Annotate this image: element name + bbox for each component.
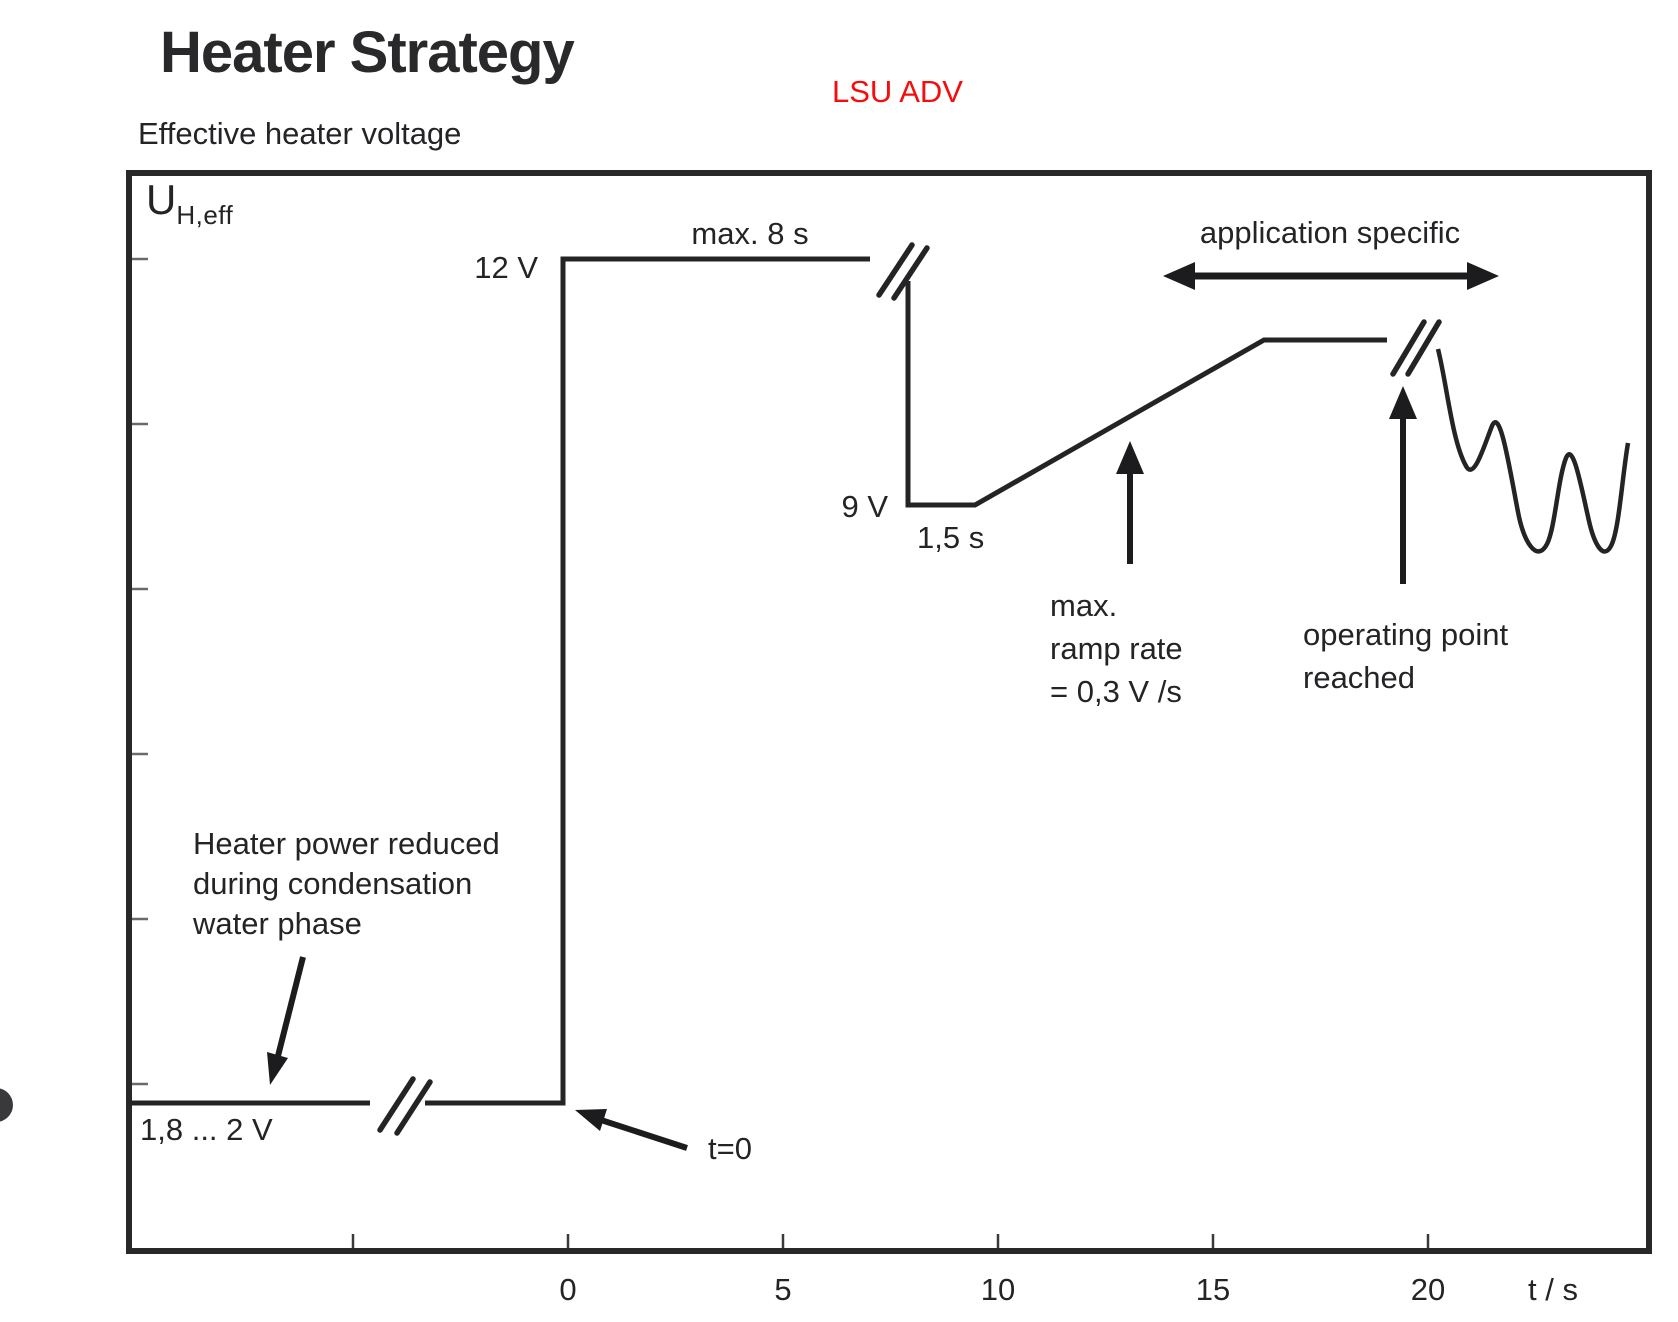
figure-subtitle: Effective heater voltage: [138, 116, 462, 151]
page-title: Heater Strategy: [160, 20, 575, 85]
operating-point-arrow: [1389, 386, 1417, 584]
ramp-rate-line1: max.: [1050, 588, 1118, 623]
x-tick-label-15: 15: [1195, 1272, 1231, 1307]
x-tick-label-5: 5: [774, 1272, 792, 1307]
application-specific-range-arrow: [1163, 262, 1499, 290]
annotation-arrows: [267, 262, 1499, 1151]
x-tick-label-10: 10: [980, 1272, 1016, 1307]
y-axis-ticks: [132, 257, 148, 1086]
break-low-line: [377, 1076, 433, 1136]
heater-note-line3: water phase: [193, 906, 362, 941]
label-operating-point: operating point reached: [1303, 613, 1508, 699]
label-application-specific: application specific: [1199, 215, 1461, 250]
y-axis-subscript: H,eff: [176, 200, 234, 230]
segment-9v-ramp: [905, 281, 1387, 508]
t0-arrow: [575, 1109, 688, 1151]
y-axis-label: UH,eff: [146, 179, 234, 233]
segment-step-12v: [425, 256, 870, 1106]
label-low-voltage: 1,8 ... 2 V: [140, 1112, 273, 1147]
ramp-rate-arrow: [1116, 441, 1144, 564]
label-12v: 12 V: [474, 250, 538, 285]
operating-point-line1: operating point: [1303, 617, 1509, 652]
label-9v: 9 V: [841, 489, 888, 524]
operating-point-line2: reached: [1303, 660, 1416, 695]
ramp-rate-line3: = 0,3 V /s: [1050, 674, 1182, 709]
label-max-8s: max. 8 s: [691, 216, 809, 251]
break-12v-plateau: [876, 242, 930, 301]
axis-break-symbols: [377, 242, 1442, 1136]
ramp-rate-line2: ramp rate: [1050, 631, 1183, 666]
label-ramp-rate: max. ramp rate = 0,3 V /s: [1050, 584, 1183, 713]
y-axis-symbol: U: [146, 176, 177, 223]
plot-frame: [126, 170, 1652, 1254]
condensation-arrow: [267, 956, 306, 1085]
segment-oscillation: [1435, 348, 1631, 554]
label-1-5s: 1,5 s: [917, 520, 985, 555]
label-heater-power-reduced: Heater power reduced during condensation…: [193, 824, 500, 944]
x-axis-ticks: [351, 1234, 1430, 1248]
label-t0: t=0: [708, 1131, 752, 1166]
x-tick-label-20: 20: [1410, 1272, 1446, 1307]
page-edge-bullet: [0, 1088, 13, 1122]
x-axis-unit: t / s: [1528, 1272, 1578, 1307]
heater-note-line1: Heater power reduced: [193, 826, 500, 861]
voltage-curve: [129, 256, 1631, 1106]
x-tick-label-0: 0: [559, 1272, 577, 1307]
sensor-variant-badge: LSU ADV: [832, 74, 963, 109]
break-operating-plateau: [1390, 319, 1442, 377]
heater-note-line2: during condensation: [193, 866, 473, 901]
